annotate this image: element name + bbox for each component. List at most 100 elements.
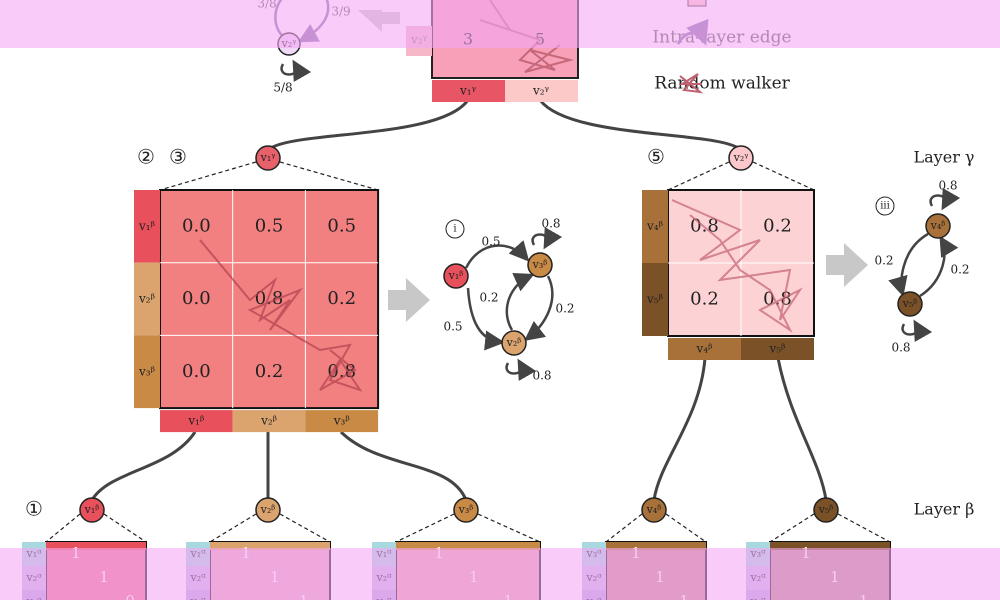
col-label: v₄ᵝ	[696, 342, 713, 356]
self-loop	[531, 227, 563, 250]
dash	[665, 513, 707, 543]
self-loop	[280, 59, 312, 82]
node-label: v₂ᵞ	[733, 151, 749, 164]
matrix-cell: 0.0	[182, 288, 211, 309]
node	[728, 145, 754, 171]
legend-icon	[678, 73, 704, 94]
edge-label: 5/8	[273, 81, 292, 95]
node	[255, 497, 281, 523]
node-label: v₃ᵝ	[532, 258, 548, 271]
node-label: v₂ᵝ	[260, 503, 276, 516]
col-label-band	[232, 410, 306, 433]
graph-edge	[524, 275, 554, 342]
self-loop	[505, 358, 537, 381]
col-header	[396, 542, 540, 550]
row-label: v₁ᵝ	[138, 219, 155, 233]
row-label: v₄ᵝ	[646, 219, 663, 233]
row-label-band	[642, 190, 668, 263]
overlay-band	[0, 0, 1000, 48]
matrix-cell: 0.5	[327, 215, 356, 236]
step-marker: ①	[25, 497, 43, 521]
node-label: v₁ᵝ	[84, 503, 100, 516]
col-label-band	[432, 80, 505, 102]
step-marker: ③	[169, 145, 187, 169]
matrix	[159, 189, 380, 410]
edge-label: 0.5	[443, 320, 462, 334]
row-label-band	[134, 262, 160, 336]
dash	[103, 513, 147, 543]
row-label-band	[134, 190, 160, 263]
edge-label: 0.2	[555, 302, 574, 316]
edge-label: 0.2	[479, 291, 498, 305]
node-label: v₅ᵝ	[818, 503, 834, 516]
tree-edge	[266, 99, 470, 152]
row-label: v₂ᵝ	[138, 292, 155, 306]
node-label: v₃ᵝ	[458, 503, 474, 516]
graph-edge	[505, 273, 535, 331]
matrix-cell: 0.2	[690, 289, 719, 310]
node-label: v₄ᵝ	[930, 219, 946, 232]
col-label: v₂ᵞ	[532, 84, 550, 98]
node-label: v₁ᵞ	[260, 151, 276, 164]
node	[925, 213, 951, 239]
node	[641, 497, 667, 523]
col-header	[770, 542, 890, 550]
arrow	[388, 278, 430, 322]
overlay-band	[0, 548, 1000, 600]
node-label: v₂ᵝ	[506, 336, 522, 349]
graph-edge	[919, 235, 959, 298]
dash	[279, 161, 379, 191]
tree-edge	[90, 431, 197, 501]
matrix-cell: 0.0	[182, 361, 211, 382]
matrix-cell: 0.2	[327, 288, 356, 309]
tree-edge	[776, 357, 828, 501]
tree-edge	[538, 99, 743, 152]
node	[527, 252, 553, 278]
col-label: v₂ᵝ	[260, 414, 277, 428]
matrix-cell: 0.0	[182, 215, 211, 236]
graph-edge	[466, 287, 505, 351]
random-walker	[671, 199, 803, 333]
node-label: v₅ᵝ	[902, 297, 918, 310]
graph-marker: iii	[880, 201, 890, 212]
col-header	[210, 542, 330, 550]
tree-edge	[652, 357, 707, 501]
dash	[667, 161, 730, 191]
row-label: v₅ᵝ	[646, 292, 663, 306]
legend-label: Random walker	[654, 74, 790, 94]
col-label: v₁ᵝ	[187, 414, 204, 428]
dash	[159, 161, 257, 191]
marker-circle	[875, 196, 895, 216]
dash	[45, 513, 81, 543]
node-label: v₄ᵝ	[646, 503, 662, 516]
row-label-band	[134, 335, 160, 409]
dash	[477, 513, 541, 543]
matrix-cell: 0.2	[763, 216, 792, 237]
node	[255, 145, 281, 171]
graph-marker: i	[453, 224, 456, 235]
dash	[605, 513, 643, 543]
edge-label: 0.8	[891, 341, 910, 355]
col-label-band	[305, 410, 379, 433]
edge-label: 0.8	[938, 179, 957, 193]
matrix-cell: 0.5	[255, 215, 284, 236]
marker-circle	[445, 219, 465, 239]
dash	[769, 513, 815, 543]
edge-label: 0.8	[541, 217, 560, 231]
tree-edge	[339, 430, 468, 501]
col-label-band	[741, 338, 814, 360]
col-header	[46, 542, 146, 550]
arrow	[826, 243, 868, 287]
node-label: v₁ᵝ	[448, 269, 464, 282]
edge-label: 0.2	[950, 263, 969, 277]
node	[897, 291, 923, 317]
layer-label: Layer γ	[914, 148, 975, 167]
col-label-band	[505, 80, 578, 102]
row-label-band	[642, 263, 668, 336]
layer-label: Layer β	[914, 500, 975, 519]
self-loop	[929, 188, 961, 211]
self-loop	[901, 319, 933, 342]
node	[813, 497, 839, 523]
node	[501, 330, 527, 356]
